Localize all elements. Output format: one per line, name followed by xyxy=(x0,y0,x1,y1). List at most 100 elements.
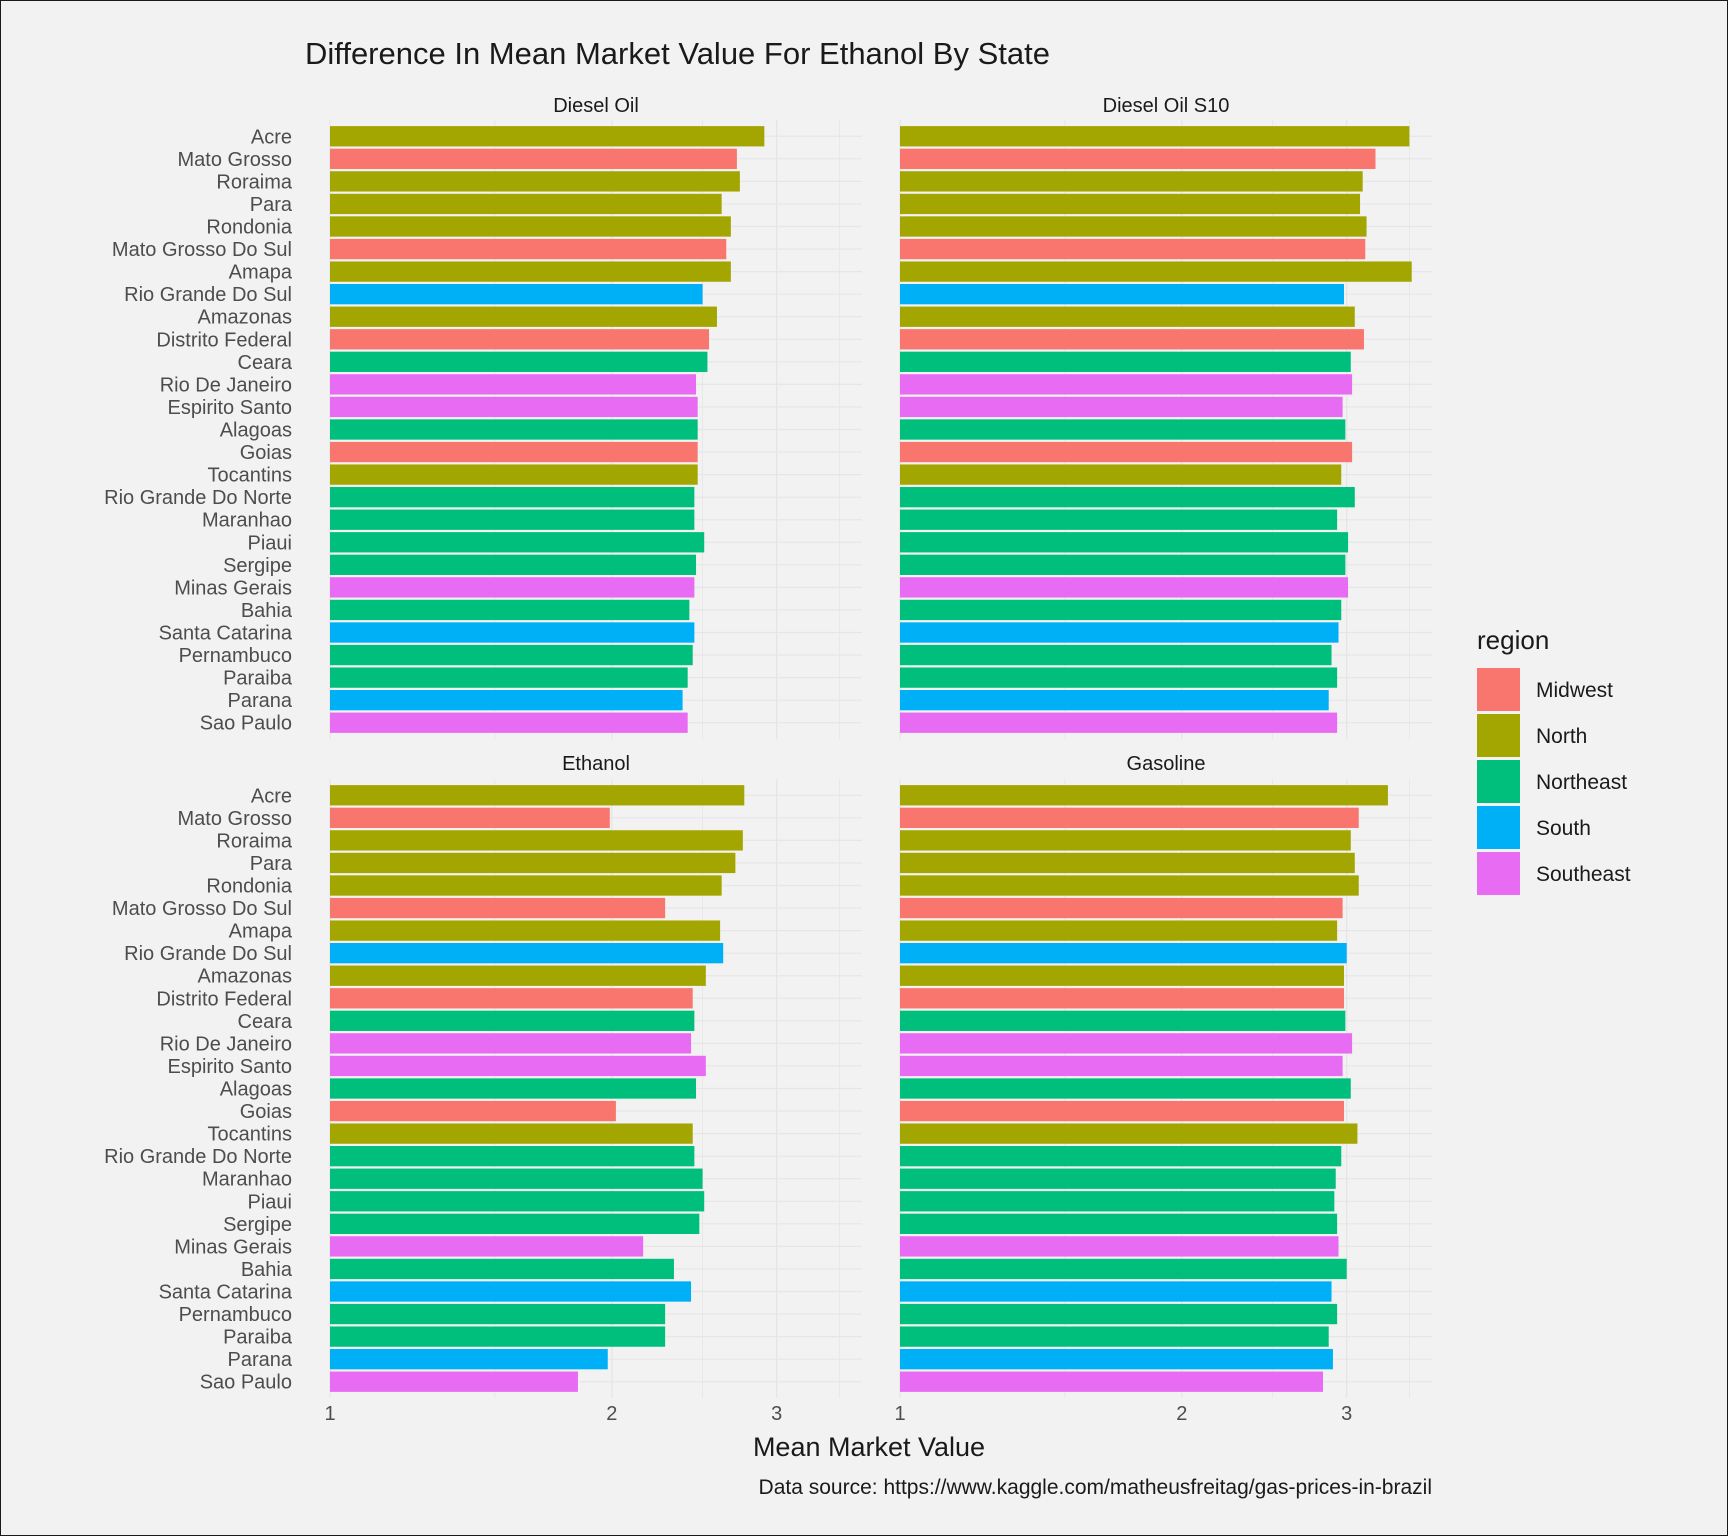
y-tick-label: Piaui xyxy=(248,1191,292,1213)
bar xyxy=(330,830,743,851)
y-tick-label: Bahia xyxy=(241,600,293,622)
bar xyxy=(900,875,1359,896)
bar xyxy=(900,193,1361,215)
bar xyxy=(330,1033,692,1054)
x-tick-label: 1 xyxy=(894,1403,905,1425)
legend-label: Northeast xyxy=(1536,771,1627,794)
bar xyxy=(330,1010,695,1031)
bar xyxy=(900,1078,1351,1099)
bar xyxy=(900,897,1343,919)
bar xyxy=(900,965,1345,986)
bar xyxy=(900,1123,1358,1144)
y-tick-label: Paraiba xyxy=(223,668,293,690)
bar xyxy=(330,577,695,598)
bar xyxy=(900,852,1355,874)
bar xyxy=(900,148,1376,169)
bar xyxy=(900,396,1343,418)
y-tick-label: Acre xyxy=(251,126,292,148)
bar xyxy=(900,464,1342,485)
bar xyxy=(330,644,693,666)
bar xyxy=(330,441,698,463)
y-tick-label: Goias xyxy=(240,1101,292,1123)
bar xyxy=(330,690,683,711)
legend-swatch xyxy=(1477,714,1520,757)
bar xyxy=(330,261,731,282)
y-tick-label: Goias xyxy=(240,442,292,464)
panel-title: Ethanol xyxy=(562,753,630,775)
x-tick-label: 3 xyxy=(771,1403,782,1425)
bar xyxy=(330,306,717,327)
bar xyxy=(900,1213,1338,1234)
panel-title: Gasoline xyxy=(1127,753,1206,775)
bar xyxy=(330,1281,692,1302)
bar xyxy=(900,1349,1333,1370)
y-tick-label: Mato Grosso Do Sul xyxy=(112,239,292,261)
y-tick-label: Distrito Federal xyxy=(156,988,292,1010)
bar xyxy=(330,1123,693,1144)
bar xyxy=(330,329,710,350)
y-tick-label: Rio Grande Do Sul xyxy=(124,284,292,306)
y-tick-label: Para xyxy=(250,194,293,216)
bar xyxy=(900,1191,1335,1212)
panel-title: Diesel Oil S10 xyxy=(1103,95,1230,117)
y-tick-label: Mato Grosso Do Sul xyxy=(112,898,292,920)
panel-gasoline: Gasoline 1 2 3 xyxy=(894,753,1432,1425)
legend-title: region xyxy=(1477,625,1549,655)
bar xyxy=(900,644,1332,666)
bar xyxy=(330,897,666,919)
bar xyxy=(330,1349,608,1370)
bar xyxy=(900,329,1364,350)
bar xyxy=(900,667,1338,688)
x-tick-label: 2 xyxy=(606,1403,617,1425)
y-tick-label: Mato Grosso xyxy=(178,149,292,171)
bar xyxy=(900,920,1338,941)
legend-label: North xyxy=(1536,725,1587,748)
bar xyxy=(900,306,1355,327)
legend-item-north: North xyxy=(1477,714,1587,757)
y-tick-label: Distrito Federal xyxy=(156,329,292,351)
y-tick-label: Espirito Santo xyxy=(167,397,292,419)
bar xyxy=(330,216,731,237)
bar xyxy=(330,396,698,418)
bar xyxy=(330,875,722,896)
bar xyxy=(330,193,722,215)
bar xyxy=(330,1213,700,1234)
bar xyxy=(330,1100,616,1122)
bar xyxy=(330,351,708,372)
bar xyxy=(330,374,697,395)
bar xyxy=(900,1371,1324,1392)
y-tick-label: Paraiba xyxy=(223,1327,293,1349)
bar xyxy=(900,1258,1347,1280)
y-tick-label: Rio De Janeiro xyxy=(160,1033,292,1055)
y-tick-label: Espirito Santo xyxy=(167,1056,292,1078)
y-tick-label: Mato Grosso xyxy=(178,808,292,830)
y-tick-label: Acre xyxy=(251,785,292,807)
chart-title: Difference In Mean Market Value For Etha… xyxy=(305,36,1050,71)
bar xyxy=(330,487,695,508)
bar xyxy=(330,920,721,941)
y-tick-label: Rondonia xyxy=(206,876,293,898)
legend-label: South xyxy=(1536,817,1591,840)
bar xyxy=(330,852,736,874)
bar xyxy=(330,464,698,485)
bar xyxy=(900,238,1366,260)
y-tick-label: Rio Grande Do Norte xyxy=(104,1146,292,1168)
bar xyxy=(900,577,1349,598)
y-tick-label: Piaui xyxy=(248,532,292,554)
bar xyxy=(900,126,1410,147)
y-tick-label: Sergipe xyxy=(223,555,292,577)
y-tick-label: Rio Grande Do Sul xyxy=(124,943,292,965)
bar xyxy=(900,1326,1329,1347)
bar xyxy=(330,1258,674,1280)
bar xyxy=(900,1010,1346,1031)
y-tick-label: Pernambuco xyxy=(179,645,292,667)
legend-label: Midwest xyxy=(1536,679,1613,702)
bar xyxy=(900,509,1338,530)
legend-item-southeast: Southeast xyxy=(1477,852,1631,895)
bar xyxy=(900,532,1349,553)
y-tick-label: Santa Catarina xyxy=(159,1282,293,1304)
bar xyxy=(900,622,1339,643)
bar xyxy=(330,1371,578,1392)
